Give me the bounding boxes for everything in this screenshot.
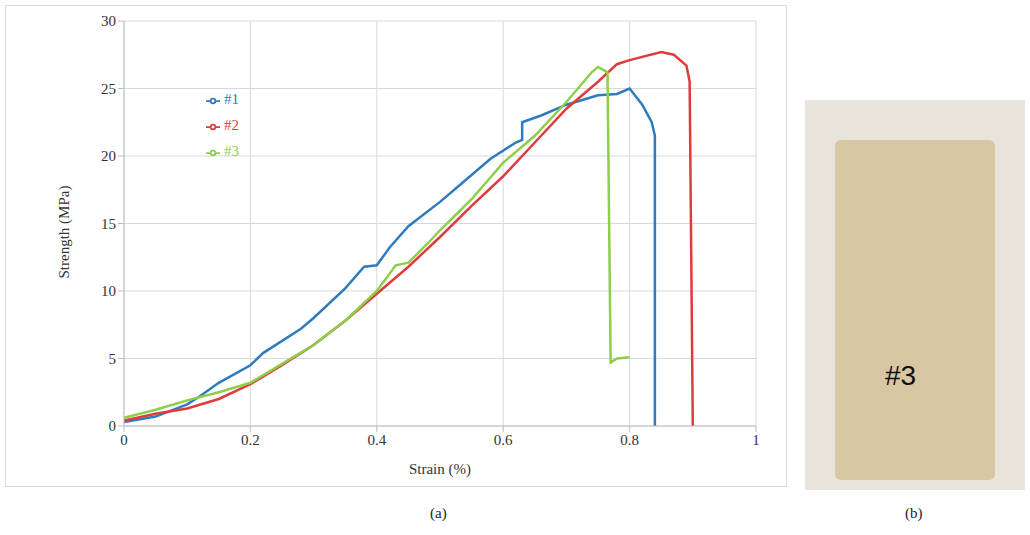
html-text:#3: #3 (885, 360, 917, 391)
svg-text:0: 0 (120, 432, 128, 448)
svg-text:5: 5 (109, 351, 117, 367)
html-text:(a): (a) (430, 505, 447, 521)
svg-text:30: 30 (101, 13, 116, 29)
svg-text:0.4: 0.4 (367, 432, 386, 448)
svg-text:20: 20 (101, 148, 116, 164)
svg-text:Strength (MPa): Strength (MPa) (56, 186, 73, 279)
svg-text:15: 15 (101, 216, 116, 232)
svg-text:0.8: 0.8 (620, 432, 639, 448)
html-text:(b): (b) (905, 505, 923, 521)
html-text:#3: #3 (224, 143, 239, 159)
svg-text:25: 25 (101, 81, 116, 97)
svg-text:0.6: 0.6 (494, 432, 513, 448)
svg-text:1: 1 (752, 432, 760, 448)
svg-text:0: 0 (109, 418, 117, 434)
svg-text:0.2: 0.2 (241, 432, 260, 448)
html-text:#2: #2 (224, 117, 239, 133)
html-text:#1: #1 (224, 91, 239, 107)
svg-text:Strain (%): Strain (%) (409, 461, 471, 478)
svg-text:10: 10 (101, 283, 116, 299)
